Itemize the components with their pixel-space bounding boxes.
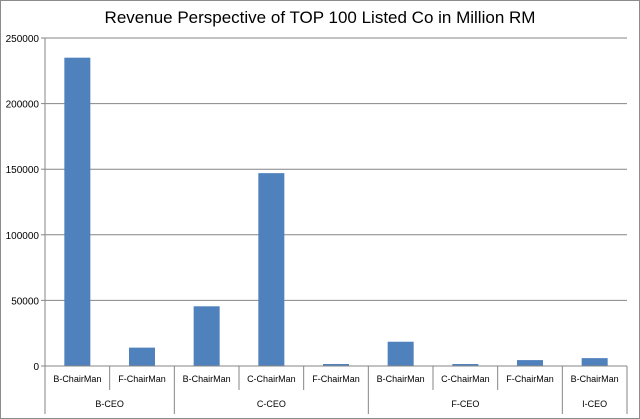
x-group-label: I-CEO [582, 399, 607, 409]
y-tick-label: 250000 [6, 34, 40, 45]
x-category-label: B-ChairMan [53, 374, 101, 384]
bar [129, 347, 155, 366]
y-tick-label: 200000 [6, 100, 40, 111]
y-axis-tick-labels: 0 50000 100000 150000 200000 250000 [6, 34, 40, 373]
bar [517, 360, 543, 366]
axes [44, 38, 628, 414]
x-group-label: F-CEO [451, 399, 479, 409]
x-category-label: C-ChairMan [441, 374, 490, 384]
y-tick-label: 150000 [6, 165, 40, 176]
x-axis-group-labels: B-CEO C-CEO F-CEO I-CEO [95, 399, 607, 409]
bar [452, 364, 479, 366]
x-category-label: F-ChairMan [506, 374, 554, 384]
x-category-label: B-ChairMan [377, 374, 425, 384]
bar [258, 173, 285, 366]
bar [64, 57, 91, 367]
bar [387, 341, 414, 366]
x-category-label: F-ChairMan [118, 374, 166, 384]
bar [193, 306, 220, 366]
x-category-label: B-ChairMan [183, 374, 231, 384]
x-category-label: B-ChairMan [571, 374, 619, 384]
bar [581, 358, 608, 366]
y-tick-label: 50000 [11, 296, 39, 307]
x-category-label: C-ChairMan [247, 374, 296, 384]
chart-title: Revenue Perspective of TOP 100 Listed Co… [104, 8, 536, 27]
y-tick-label: 100000 [6, 231, 40, 242]
bars [64, 57, 608, 367]
y-tick-label: 0 [33, 362, 39, 373]
bar [323, 364, 349, 366]
x-category-label: F-ChairMan [312, 374, 360, 384]
x-group-label: B-CEO [95, 399, 124, 409]
gridlines [41, 37, 627, 367]
x-axis-category-labels: B-ChairMan F-ChairMan B-ChairMan C-ChairMan… [53, 374, 618, 384]
x-group-label: C-CEO [257, 399, 286, 409]
